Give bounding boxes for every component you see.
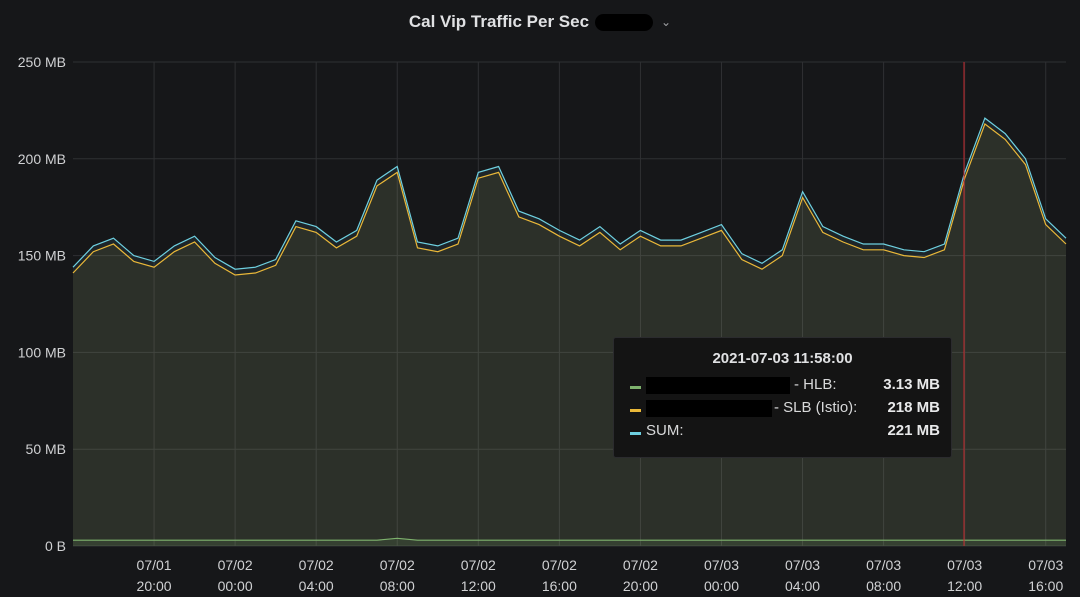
series-line-hlb [73, 537, 1066, 541]
tooltip-value-sum: 221 MB [887, 422, 940, 439]
series-swatch-slb [630, 409, 641, 412]
x-tick-time: 04:00 [299, 578, 334, 594]
x-tick-time: 20:00 [623, 578, 658, 594]
x-tick-date: 07/02 [380, 557, 415, 573]
series-areas [73, 118, 1066, 546]
tooltip-label-sum: SUM: [646, 422, 684, 439]
hover-tooltip: 2021-07-03 11:58:00 - HLB: 3.13 MB - SLB… [613, 337, 952, 458]
x-tick-date: 07/02 [461, 557, 496, 573]
x-tick-date: 07/03 [866, 557, 901, 573]
series-line-slb-istio [72, 123, 1067, 276]
redacted-series-prefix [646, 377, 790, 394]
series-swatch-hlb [630, 386, 641, 389]
x-tick-date: 07/02 [623, 557, 658, 573]
y-tick-label: 50 MB [26, 441, 66, 457]
redacted-title-suffix [595, 13, 654, 31]
x-tick-time: 08:00 [380, 578, 415, 594]
x-tick-time: 16:00 [542, 578, 577, 594]
x-grid [153, 62, 1047, 546]
tooltip-time: 2021-07-03 11:58:00 [712, 350, 853, 367]
series-swatch-sum [630, 432, 641, 435]
tooltip-label-hlb: - HLB: [794, 376, 837, 393]
x-tick-time: 00:00 [218, 578, 253, 594]
tooltip-row-hlb: - HLB: 3.13 MB [630, 376, 940, 398]
panel-title[interactable]: Cal Vip Traffic Per Sec [408, 12, 590, 31]
x-tick-date: 07/01 [137, 557, 172, 573]
series-line-sum [72, 117, 1067, 270]
x-tick-time: 04:00 [785, 578, 820, 594]
panel-header[interactable]: Cal Vip Traffic Per Sec ⌄ [0, 0, 1080, 44]
x-tick-date: 07/02 [299, 557, 334, 573]
y-tick-label: 200 MB [18, 151, 66, 167]
y-tick-label: 150 MB [18, 248, 66, 264]
x-tick-date: 07/02 [542, 557, 577, 573]
series-lines [72, 117, 1067, 541]
x-axis-labels: 07/01 20:00 07/02 00:00 07/02 04:00 07/02 08:00… [137, 557, 1064, 594]
x-tick-time: 12:00 [947, 578, 982, 594]
tooltip-row-sum: SUM: 221 MB [630, 422, 940, 444]
x-tick-date: 07/03 [785, 557, 820, 573]
x-tick-time: 20:00 [137, 578, 172, 594]
y-tick-label: 250 MB [18, 54, 66, 70]
x-tick-time: 00:00 [704, 578, 739, 594]
y-axis-labels: 0 B 50 MB 100 MB 150 MB 200 MB 250 MB [18, 54, 66, 554]
tooltip-value-hlb: 3.13 MB [883, 376, 940, 393]
chevron-down-icon[interactable]: ⌄ [661, 15, 672, 29]
redacted-series-prefix [646, 400, 772, 417]
x-tick-date: 07/02 [218, 557, 253, 573]
y-tick-label: 100 MB [18, 344, 66, 360]
y-tick-label: 0 B [45, 538, 66, 554]
series-area-slb-istio [73, 124, 1066, 546]
tooltip-value-slb: 218 MB [887, 399, 940, 416]
x-tick-date: 07/03 [1028, 557, 1063, 573]
x-tick-time: 08:00 [866, 578, 901, 594]
x-tick-time: 16:00 [1028, 578, 1063, 594]
x-tick-time: 12:00 [461, 578, 496, 594]
tooltip-label-slb: - SLB (Istio): [774, 399, 858, 416]
x-tick-date: 07/03 [947, 557, 982, 573]
tooltip-row-slb: - SLB (Istio): 218 MB [630, 399, 940, 421]
x-tick-date: 07/03 [704, 557, 739, 573]
